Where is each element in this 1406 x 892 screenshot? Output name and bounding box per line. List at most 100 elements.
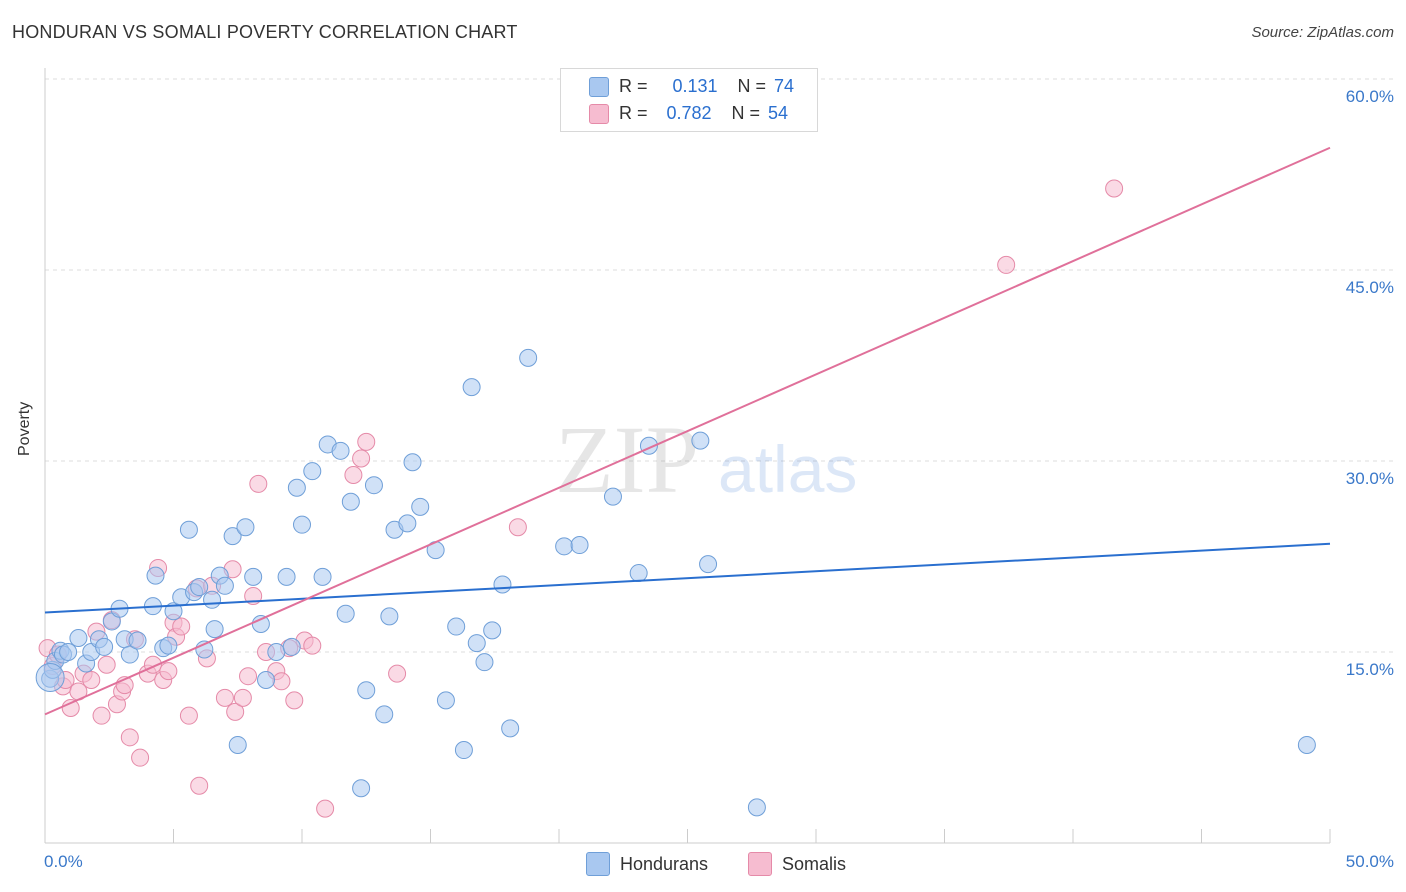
hondurans-point [287,478,306,497]
trend-line-somalis [44,146,1331,716]
hondurans-point [146,566,165,585]
hondurans-point [164,602,183,621]
legend-stats: R = 0.131 N = 74 R = 0.782 N = 54 [560,68,818,132]
hondurans-point [483,621,502,640]
series-hondurans [35,348,1316,817]
chart-title: HONDURAN VS SOMALI POVERTY CORRELATION C… [12,22,518,42]
legend-r-label: R = [619,75,648,96]
hondurans-point [282,637,301,656]
somalis-point [239,667,258,686]
x-tick-label-max: 50.0% [1345,852,1394,871]
hondurans-point [190,578,209,597]
hondurans-point [475,653,494,672]
legend-swatch-somalis [748,852,772,876]
somalis-point [190,776,209,795]
legend-n-label: N = [737,75,767,96]
hondurans-point [1297,735,1316,754]
hondurans-point [313,567,332,586]
hondurans-point [293,515,311,534]
legend-n-label: N = [731,102,761,123]
hondurans-point [570,536,589,555]
somalis-point [82,671,101,690]
hondurans-point [59,643,78,661]
somalis-point [172,617,191,636]
somalis-point [92,706,111,725]
somalis-point [316,799,335,818]
hondurans-point [691,431,710,450]
hondurans-point [403,453,422,472]
somalis-point [120,728,139,747]
watermark-zip: ZIP [555,406,699,513]
hondurans-point [277,567,296,586]
hondurans-point [519,348,538,367]
hondurans-point [95,637,114,656]
legend-swatch-somalis [589,104,609,124]
somalis-point [249,474,268,493]
legend-swatch-hondurans [589,77,609,97]
somalis-point [179,706,198,725]
legend-label-somalis: Somalis [782,853,847,874]
hondurans-point [747,798,766,817]
somalis-point [1105,179,1124,198]
hondurans-point [128,631,147,650]
somalis-point [61,699,80,718]
hondurans-point [380,607,399,626]
legend-r-label: R = [619,102,648,123]
hondurans-point [398,514,417,533]
y-tick-label-45: 45.0% [1345,278,1394,297]
somalis-point [233,688,252,707]
somalis-point [226,702,245,721]
trend-lines [44,146,1331,716]
hondurans-point [215,576,234,595]
hondurans-point [120,645,139,664]
hondurans-point [375,705,394,724]
y-tick-label-30: 30.0% [1345,469,1394,488]
hondurans-point [436,691,455,710]
hondurans-point [501,719,520,738]
somalis-point [272,672,291,691]
hondurans-point [244,567,263,586]
hondurans-point [555,537,574,556]
hondurans-point [699,555,718,574]
hondurans-point [364,476,383,495]
hondurans-point [236,518,255,537]
somalis-point [352,449,371,468]
trend-line-hondurans [44,542,1331,614]
hondurans-point [467,634,486,653]
hondurans-point [251,614,270,633]
somalis-point [344,466,363,485]
y-tick-label-60: 60.0% [1345,87,1394,106]
somalis-point [997,255,1016,274]
legend-r-value: 0.131 [672,75,718,96]
y-axis-label: Poverty [16,401,33,456]
hondurans-point [331,441,350,460]
hondurans-point [411,497,430,516]
somalis-point [215,688,234,707]
hondurans-point [179,520,198,539]
hondurans-point [203,590,222,609]
legend-swatch-hondurans [586,852,610,876]
hondurans-point [303,462,322,481]
somalis-point [303,636,322,655]
legend-n-value: 74 [774,75,795,96]
hondurans-point [454,741,473,760]
somalis-point [508,518,527,537]
legend-r-value: 0.782 [666,102,712,123]
watermark-atlas: atlas [718,432,857,506]
hondurans-point [228,735,247,754]
hondurans-point [257,671,276,690]
hondurans-point [357,681,376,700]
y-tick-label-15: 15.0% [1345,660,1394,679]
hondurans-point [341,492,360,511]
somalis-point [131,748,150,767]
watermark: ZIP atlas [555,406,857,513]
source-label: Source: ZipAtlas.com [1251,24,1394,41]
somalis-point [388,664,407,683]
x-tick-label-min: 0.0% [44,852,83,871]
hondurans-point [493,575,512,594]
legend-item-hondurans[interactable]: Hondurans [586,852,708,876]
somalis-point [97,655,116,674]
legend-n-value: 54 [768,102,789,123]
legend-item-somalis[interactable]: Somalis [748,852,846,876]
